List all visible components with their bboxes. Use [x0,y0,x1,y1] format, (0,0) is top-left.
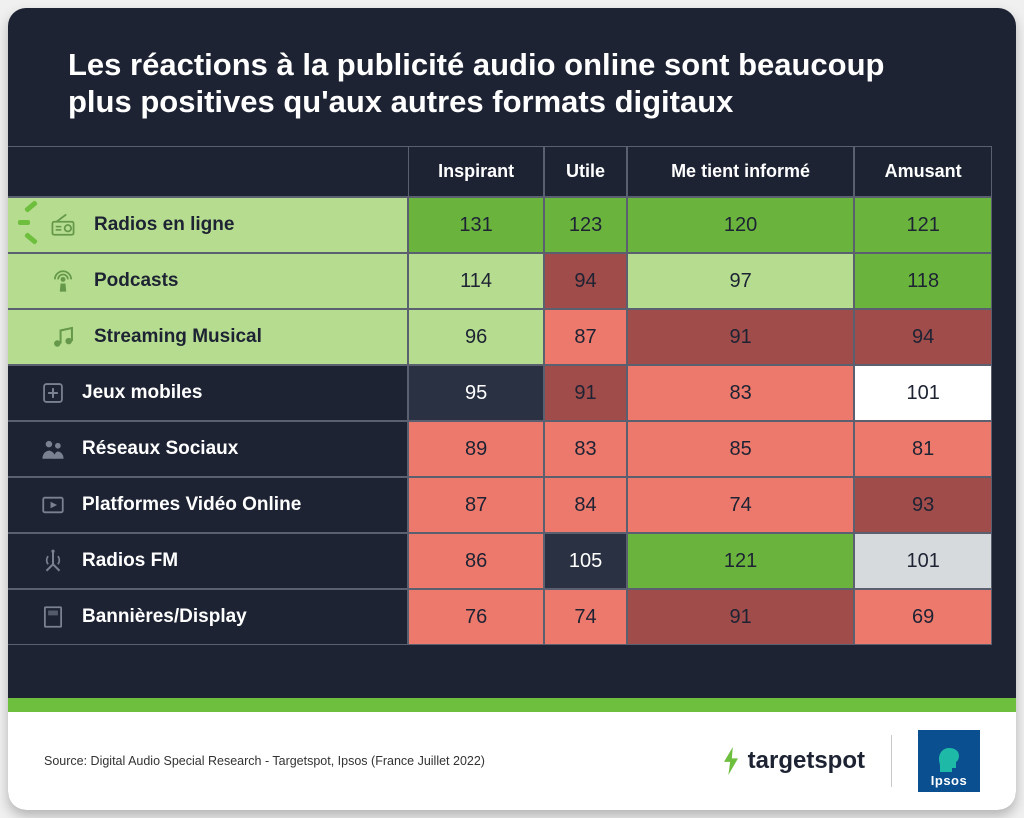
ipsos-logo: Ipsos [918,730,980,792]
table-row: Jeux mobiles 959183101 [8,365,992,421]
radio-icon [48,210,78,240]
data-cell: 94 [544,253,627,309]
targetspot-text: targetspot [748,747,865,775]
source-text: Source: Digital Audio Special Research -… [44,754,720,768]
game-icon [38,378,68,408]
footer: Source: Digital Audio Special Research -… [8,712,1016,810]
col-header: Amusant [854,146,992,197]
data-cell: 69 [854,589,992,645]
heatmap-table: Inspirant Utile Me tient informé Amusant… [8,146,992,645]
data-cell: 101 [854,533,992,589]
accent-stripe [8,698,1016,712]
data-cell: 118 [854,253,992,309]
row-label-text: Streaming Musical [94,326,262,347]
row-label: Jeux mobiles [8,365,408,421]
col-header: Utile [544,146,627,197]
data-cell: 83 [544,421,627,477]
infographic-card: Les réactions à la publicité audio onlin… [8,8,1016,810]
data-cell: 86 [408,533,544,589]
row-label-text: Platformes Vidéo Online [82,494,301,515]
table-container: Inspirant Utile Me tient informé Amusant… [8,146,1016,690]
data-cell: 97 [627,253,855,309]
row-label: Radios FM [8,533,408,589]
data-cell: 101 [854,365,992,421]
bolt-icon [720,747,742,775]
data-cell: 85 [627,421,855,477]
data-cell: 87 [408,477,544,533]
data-cell: 87 [544,309,627,365]
data-cell: 89 [408,421,544,477]
page-title: Les réactions à la publicité audio onlin… [8,8,1016,146]
data-cell: 95 [408,365,544,421]
data-cell: 74 [627,477,855,533]
data-cell: 81 [854,421,992,477]
data-cell: 94 [854,309,992,365]
row-label-text: Bannières/Display [82,606,247,627]
row-label-text: Réseaux Sociaux [82,438,238,459]
data-cell: 76 [408,589,544,645]
data-cell: 83 [627,365,855,421]
row-label: Platformes Vidéo Online [8,477,408,533]
row-label-text: Radios en ligne [94,214,234,235]
row-label-text: Podcasts [94,270,178,291]
logo-divider [891,735,892,787]
table-row: Radios en ligne 131123120121 [8,197,992,253]
row-label-text: Jeux mobiles [82,382,202,403]
data-cell: 121 [627,533,855,589]
targetspot-logo: targetspot [720,747,865,775]
row-label: Radios en ligne [8,197,408,253]
table-row: Bannières/Display 76749169 [8,589,992,645]
data-cell: 93 [854,477,992,533]
data-cell: 96 [408,309,544,365]
table-row: Platformes Vidéo Online 87847493 [8,477,992,533]
row-label: Streaming Musical [8,309,408,365]
fm-icon [38,546,68,576]
row-label: Bannières/Display [8,589,408,645]
data-cell: 131 [408,197,544,253]
data-cell: 105 [544,533,627,589]
row-label: Réseaux Sociaux [8,421,408,477]
music-icon [48,322,78,352]
row-label: Podcasts [8,253,408,309]
social-icon [38,434,68,464]
logo-group: targetspot Ipsos [720,730,980,792]
data-cell: 84 [544,477,627,533]
data-cell: 114 [408,253,544,309]
podcast-icon [48,266,78,296]
table-row: Radios FM 86105121101 [8,533,992,589]
table-row: Réseaux Sociaux 89838581 [8,421,992,477]
data-cell: 91 [627,309,855,365]
video-icon [38,490,68,520]
banner-icon [38,602,68,632]
data-cell: 121 [854,197,992,253]
data-cell: 120 [627,197,855,253]
data-cell: 74 [544,589,627,645]
header-blank [8,146,408,197]
row-label-text: Radios FM [82,550,178,571]
data-cell: 91 [544,365,627,421]
table-row: Podcasts 1149497118 [8,253,992,309]
col-header: Me tient informé [627,146,855,197]
data-cell: 91 [627,589,855,645]
data-cell: 123 [544,197,627,253]
col-header: Inspirant [408,146,544,197]
table-row: Streaming Musical 96879194 [8,309,992,365]
ipsos-text: Ipsos [931,773,967,788]
